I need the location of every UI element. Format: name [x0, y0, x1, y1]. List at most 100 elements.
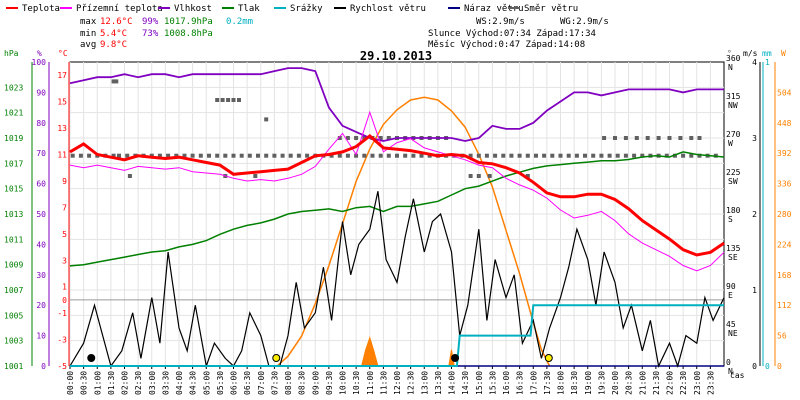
x-tick-label: 12:30 [407, 371, 416, 395]
unit-degc: °C [58, 49, 68, 58]
stats-max-press: 1017.9hPa [164, 17, 213, 27]
temp-tick-label: 5 [62, 230, 67, 239]
x-tick-label: 17:00 [529, 371, 538, 395]
hum-tick-label: 10 [36, 332, 46, 341]
dir-tick-value: 180 [726, 206, 741, 215]
solar-tick-label: 56 [777, 332, 787, 341]
x-tick-label: 06:30 [243, 371, 252, 395]
temp-tick-label: 13 [57, 124, 67, 133]
hum-tick-label: 100 [32, 58, 47, 67]
wind-dir-point [253, 174, 258, 178]
legend-label: Teplota [22, 4, 60, 14]
dir-tick-value: 135 [726, 244, 741, 253]
x-tick-label: 14:30 [461, 371, 470, 395]
stats-min-label: min [80, 29, 96, 39]
wind-dir-point [403, 153, 408, 158]
wind-dir-point [87, 153, 92, 158]
temp-tick-label: 9 [62, 177, 67, 186]
x-tick-label: 09:30 [325, 371, 334, 395]
solar-tick-label: 0 [777, 362, 782, 371]
dir-tick-value: 90 [726, 282, 736, 291]
wind-dir-point [237, 98, 241, 102]
hum-tick-label: 60 [36, 180, 46, 189]
dir-tick-label: SE [728, 253, 738, 262]
wind-dir-point [337, 153, 342, 158]
x-tick-label: 03:00 [148, 371, 157, 395]
x-tick-label: 23:00 [693, 371, 702, 395]
x-tick-label: 01:00 [93, 371, 102, 395]
wind-dir-point [166, 153, 171, 158]
wind-dir-point [247, 153, 252, 158]
info-ws: WS:2.9m/s [476, 17, 525, 27]
x-tick-label: 09:00 [311, 371, 320, 395]
stats-max-rain: 0.2mm [226, 17, 253, 27]
dir-tick-value: 0 [726, 358, 731, 367]
dir-tick-label: NE [728, 329, 738, 338]
wind-dir-point [681, 153, 686, 158]
dir-tick-label: N [728, 367, 733, 376]
wind-dir-point [667, 136, 672, 140]
wind-dir-point [583, 153, 587, 158]
wind-dir-point [689, 136, 694, 140]
grid [69, 62, 724, 367]
wind-dir-point [517, 153, 522, 158]
wind-dir-point [487, 174, 492, 178]
x-tick-label: 00:30 [80, 371, 89, 395]
wind-dir-point [354, 136, 359, 140]
unit-ms: m/s [743, 49, 758, 58]
wind-dir-point [174, 153, 179, 158]
dir-tick-value: 225 [726, 168, 741, 177]
legend-label: Směr větru [524, 4, 578, 14]
wind-dir-point [468, 174, 473, 178]
wind-dir-point [345, 136, 350, 140]
wind-dir-point [525, 174, 530, 178]
x-tick-label: 21:30 [652, 371, 661, 395]
wind-dir-point [345, 153, 350, 158]
unit-w: W [781, 49, 786, 58]
temp-tick-label: 17 [57, 71, 67, 80]
wind-dir-point [468, 153, 473, 158]
x-tick-label: 13:00 [420, 371, 429, 395]
wind-dir-point [231, 98, 236, 102]
press-tick-label: 1013 [4, 210, 23, 219]
hum-tick-label: 90 [36, 88, 46, 97]
x-tick-label: 22:30 [679, 371, 688, 395]
legend: Teplota Přízemní teplota Vlhkost Tlak Srážky… [6, 4, 578, 14]
temp-tick-label: 1 [62, 283, 67, 292]
press-tick-label: 1017 [4, 159, 23, 168]
moonrise-marker [87, 354, 96, 362]
x-tick-label: 06:00 [230, 371, 239, 395]
x-tick-label: 22:00 [666, 371, 675, 395]
wind-dir-point [272, 153, 277, 158]
press-tick-label: 1001 [4, 362, 23, 371]
dir-tick-value: 360 [726, 54, 741, 63]
wind-tick-label: 2 [752, 210, 757, 219]
hum-tick-label: 50 [36, 210, 46, 219]
wind-dir-point [689, 153, 694, 158]
press-tick-label: 1005 [4, 311, 23, 320]
stats-avg-temp: 9.8°C [100, 40, 127, 50]
x-tick-label: 04:00 [175, 371, 184, 395]
wind-tick-label: 1 [752, 286, 757, 295]
unit-deg: ° [727, 49, 732, 58]
wind-dir-point [640, 153, 645, 158]
stats-max-temp: 12.6°C [100, 17, 133, 27]
x-tick-label: 20:30 [625, 371, 634, 395]
wind-dir-point [484, 153, 489, 158]
wind-dir-point [525, 153, 530, 158]
unit-pct: % [37, 49, 42, 58]
press-tick-label: 1023 [4, 83, 23, 92]
wind-dir-point [114, 79, 119, 84]
wind-dir-point [264, 117, 269, 122]
temp-tick-label: -1 [57, 309, 67, 318]
x-tick-label: 00:00 [66, 371, 75, 395]
wind-dir-point [602, 136, 607, 140]
x-tick-label: 10:30 [352, 371, 361, 395]
wind-dir-point [534, 153, 538, 158]
wind-dir-point [198, 153, 203, 158]
temp-tick-label: 0 [62, 296, 67, 305]
wind-dir-point [634, 136, 639, 140]
wind-dir-point [550, 153, 555, 158]
hum-tick-label: 40 [36, 240, 46, 249]
